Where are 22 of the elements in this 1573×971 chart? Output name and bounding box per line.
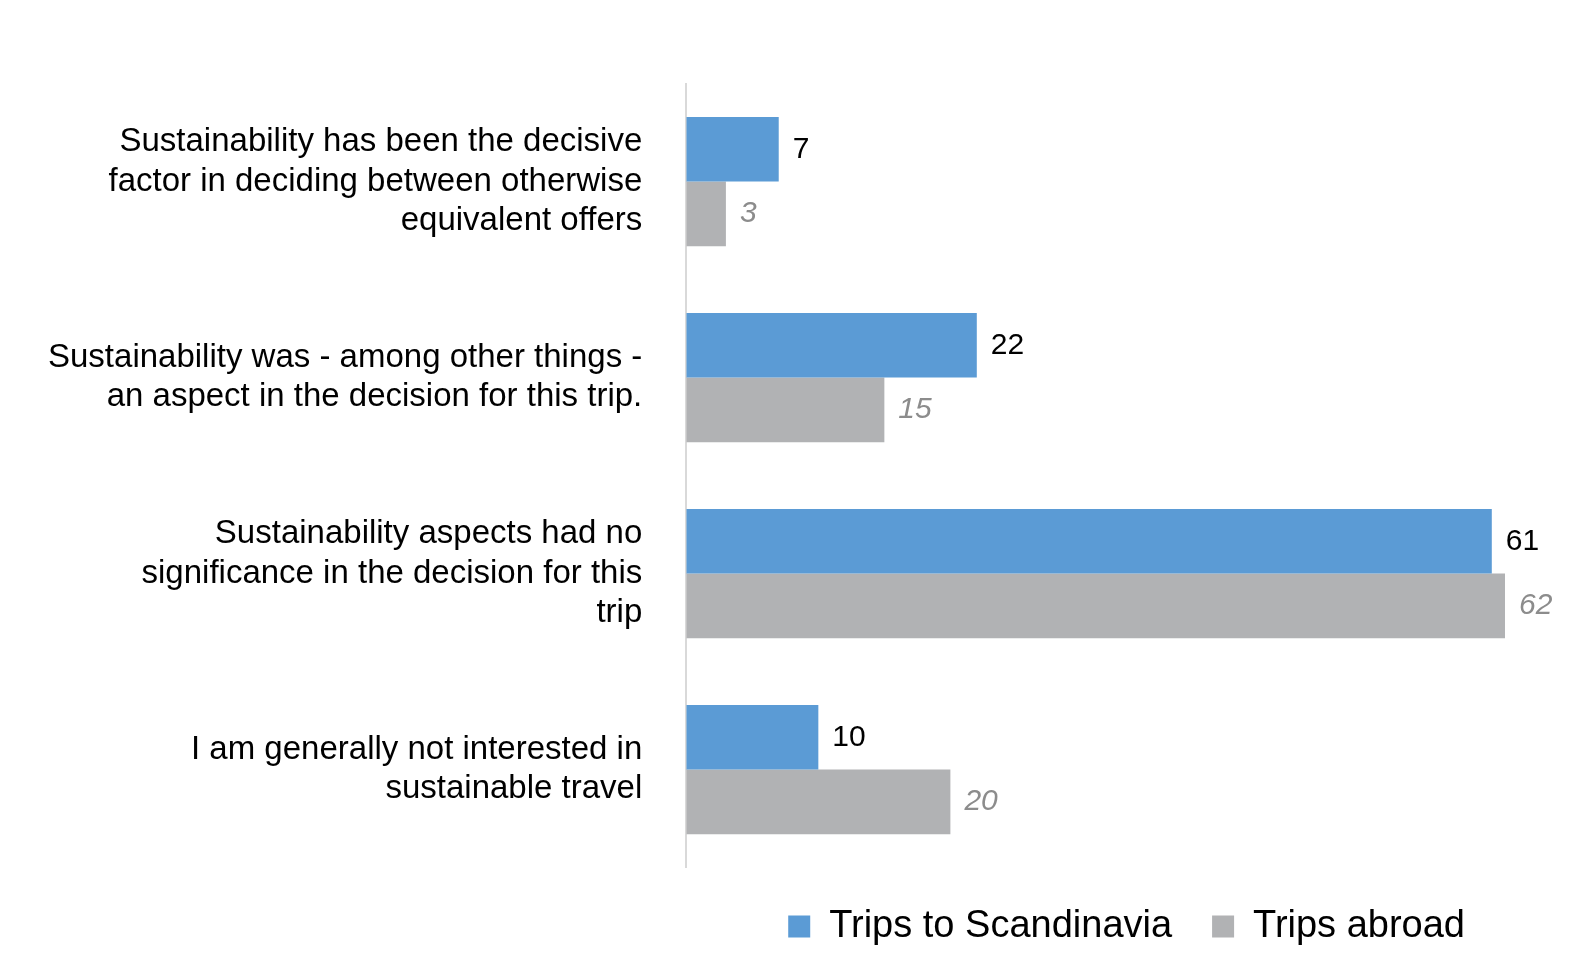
data-label: 3: [739, 195, 757, 229]
data-label: 15: [898, 391, 933, 425]
data-label: 7: [792, 130, 810, 164]
y-tick-label: Sustainability aspects had no significance in the decision for this trip: [141, 513, 643, 630]
y-tick-label: I am generally not interested in sustainable travel: [191, 728, 643, 806]
bar: [686, 312, 977, 378]
data-label: 22: [990, 326, 1025, 360]
bar: [686, 181, 726, 247]
data-label: 20: [963, 783, 999, 817]
legend-label: Trips to Scandinavia: [829, 903, 1173, 946]
legend-label: Trips abroad: [1253, 903, 1466, 946]
bar: [686, 508, 1492, 574]
bar: [686, 704, 819, 770]
bar: [686, 116, 779, 182]
data-label: 62: [1519, 587, 1553, 621]
data-label: 10: [832, 718, 866, 752]
bar: [686, 573, 1505, 639]
bar: [686, 769, 951, 835]
data-label: 61: [1505, 522, 1540, 556]
y-tick-label: Sustainability has been the decisive factor in deciding between otherwise equivalent offers: [108, 121, 643, 238]
y-tick-label: Sustainability was - among other things - an aspect in the decision for this trip.: [47, 336, 643, 414]
bar: [686, 377, 885, 443]
